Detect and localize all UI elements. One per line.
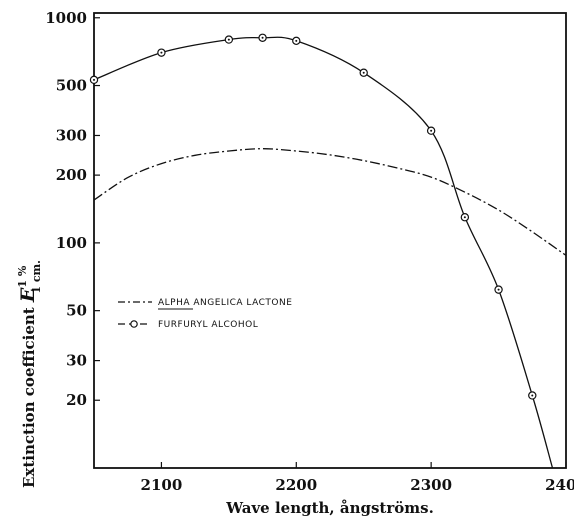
y-tick-label: 100 — [56, 234, 87, 252]
y-axis-title-superscript: 1 % — [16, 265, 29, 287]
x-axis-title: Wave length, ångströms. — [225, 499, 434, 517]
data-point-dot — [227, 38, 230, 41]
data-point-dot — [93, 78, 95, 81]
data-point-dot — [463, 216, 466, 219]
plot-frame — [93, 12, 567, 469]
y-axis-title-subscript: 1 cm. — [30, 260, 43, 294]
x-tick-label: 2200 — [275, 476, 317, 494]
y-tick-label: 20 — [66, 391, 87, 409]
y-axis-title: Extinction coefficient E1 %1 cm. — [16, 260, 43, 488]
series-line-furfuryl-alcohol — [93, 36, 554, 469]
data-point-dot — [261, 36, 264, 39]
y-tick-label: 30 — [66, 352, 87, 370]
legend-label-lactone: ALPHA ANGELICA LACTONE — [158, 298, 292, 308]
y-axis-title-main: Extinction coefficient — [20, 302, 38, 488]
data-point-dot — [531, 394, 534, 397]
data-point-dot — [295, 39, 298, 42]
data-point-dot — [362, 71, 365, 74]
y-tick-label: 300 — [56, 126, 87, 144]
x-tick-label: 2100 — [141, 476, 183, 494]
y-axis-title-symbol: E — [17, 287, 39, 303]
legend: ALPHA ANGELICA LACTONE FURFURYL ALCOHOL — [118, 298, 292, 330]
series-line-angelica-lactone — [93, 148, 567, 256]
y-tick-label: 1000 — [45, 9, 87, 27]
y-tick-label: 500 — [56, 77, 87, 95]
y-tick-label: 200 — [56, 166, 87, 184]
y-tick-label: 50 — [66, 302, 87, 320]
x-axis-ticks: 2100 2200 2300 2400 — [141, 462, 574, 494]
x-tick-label: 2300 — [410, 476, 452, 494]
x-tick-label: 2400 — [545, 476, 574, 494]
data-point-dot — [160, 51, 163, 54]
y-axis-ticks: 20 30 50 100 200 300 500 1000 — [45, 9, 100, 409]
legend-marker-furfuryl — [130, 320, 138, 328]
data-point-dot — [497, 288, 500, 291]
legend-label-furfuryl: FURFURYL ALCOHOL — [158, 320, 258, 330]
data-point-dot — [430, 129, 433, 132]
series-layer — [93, 36, 567, 469]
marker-layer — [89, 33, 537, 400]
